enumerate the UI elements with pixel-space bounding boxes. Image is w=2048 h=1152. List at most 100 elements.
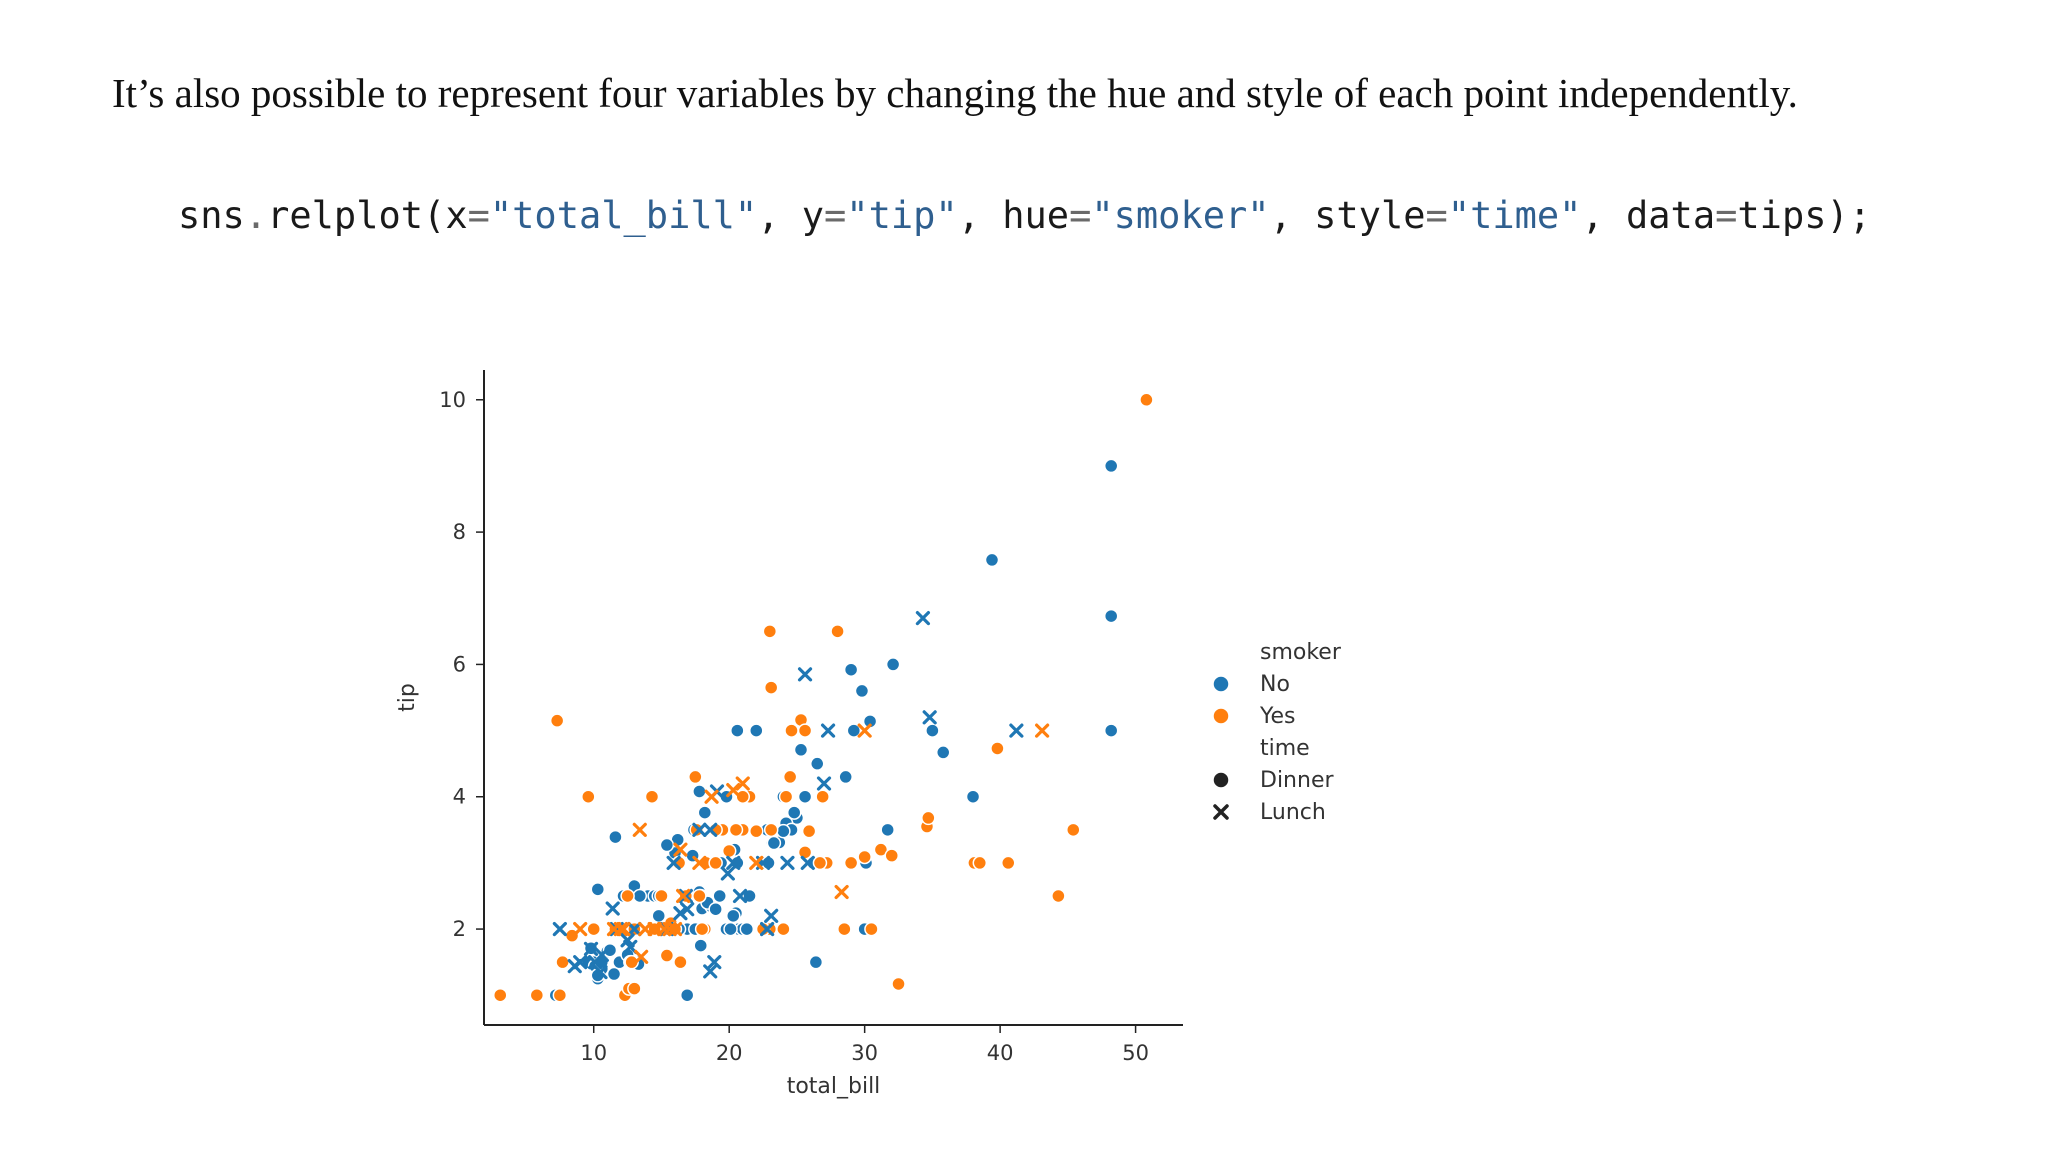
point-yes-dinner: [776, 921, 791, 937]
point-no-dinner: [776, 823, 791, 839]
point-no-dinner: [749, 723, 764, 738]
point-yes-dinner: [797, 845, 813, 860]
point-no-dinner: [935, 745, 951, 760]
code-token: , hue: [957, 194, 1070, 237]
legend-label-no: No: [1260, 672, 1290, 697]
point-no-dinner: [984, 552, 1000, 568]
point-yes-dinner: [654, 888, 669, 904]
legend-marker-no: [1212, 675, 1230, 693]
y-tick-label: 2: [453, 917, 466, 941]
point-yes-dinner: [493, 987, 508, 1003]
point-yes-dinner: [884, 848, 899, 863]
code-token: relplot(x: [267, 194, 468, 237]
legend-marker-yes: [1212, 707, 1230, 725]
point-no-dinner: [651, 908, 666, 924]
point-yes-dinner: [784, 723, 799, 738]
point-yes-dinner: [728, 822, 744, 838]
point-no-lunch: [673, 906, 688, 921]
point-no-dinner: [723, 921, 738, 937]
point-yes-dinner: [627, 981, 642, 996]
point-yes-lunch: [632, 822, 647, 837]
legend-label-yes: Yes: [1259, 704, 1296, 729]
x-tick-label: 20: [716, 1041, 743, 1065]
point-yes-dinner: [549, 713, 565, 728]
point-yes-dinner: [688, 769, 703, 785]
point-no-lunch: [820, 723, 836, 738]
legend-title: time: [1260, 736, 1310, 761]
point-no-dinner: [679, 987, 695, 1003]
legend-marker-dinner: [1212, 771, 1230, 789]
point-yes-lunch: [573, 921, 588, 937]
point-yes-dinner: [755, 921, 771, 937]
point-no-dinner: [766, 835, 782, 851]
point-no-dinner: [797, 789, 813, 804]
legend-marker-lunch: [1213, 804, 1229, 820]
point-yes-dinner: [815, 789, 830, 804]
point-yes-dinner: [763, 822, 779, 838]
chart-legend: smoker No Yes time Dinner Lunch: [1212, 640, 1342, 825]
point-no-dinner: [793, 742, 809, 758]
point-yes-dinner: [673, 954, 688, 970]
code-token: , y: [757, 194, 825, 237]
point-yes-dinner: [749, 823, 764, 839]
code-token: , data: [1581, 194, 1716, 237]
point-no-dinner: [659, 837, 675, 853]
point-yes-lunch: [749, 855, 764, 871]
point-no-lunch: [703, 822, 718, 837]
x-tick-label: 40: [987, 1041, 1014, 1065]
point-yes-dinner: [812, 855, 828, 871]
point-no-lunch: [583, 941, 599, 957]
code-token: =: [1715, 194, 1738, 237]
code-line: sns.relplot(x="total_bill", y="tip", hue…: [178, 190, 1871, 242]
point-yes-dinner: [843, 855, 859, 871]
point-no-dinner: [712, 888, 727, 904]
point-yes-dinner: [659, 948, 675, 963]
point-no-dinner: [602, 942, 618, 958]
point-yes-dinner: [555, 954, 570, 970]
point-no-lunch: [587, 955, 603, 970]
point-yes-dinner: [990, 741, 1005, 756]
point-yes-dinner: [1051, 888, 1066, 904]
point-no-lunch: [703, 964, 718, 979]
point-no-dinner: [606, 966, 622, 982]
point-yes-dinner: [857, 849, 872, 865]
point-no-dinner: [862, 714, 878, 729]
point-no-lunch: [593, 964, 608, 980]
x-tick-label: 10: [580, 1041, 607, 1065]
point-no-lunch: [732, 888, 748, 904]
point-no-lunch: [666, 855, 681, 871]
point-yes-dinner: [620, 888, 635, 904]
point-yes-dinner: [644, 789, 660, 804]
code-string: "smoker": [1091, 194, 1270, 237]
y-tick-label: 8: [453, 520, 466, 544]
point-yes-dinner: [1066, 822, 1081, 838]
point-no-dinner: [1103, 458, 1119, 474]
y-tick-label: 4: [453, 785, 466, 809]
x-axis-label: total_bill: [787, 1074, 881, 1099]
point-no-lunch: [707, 955, 722, 970]
point-no-lunch: [760, 921, 775, 937]
point-no-dinner: [730, 855, 745, 871]
point-yes-lunch: [1035, 723, 1050, 738]
point-yes-dinner: [694, 921, 710, 937]
point-yes-dinner: [763, 680, 779, 695]
point-no-lunch: [816, 776, 832, 791]
point-yes-dinner: [762, 624, 778, 639]
x-tick-label: 30: [851, 1041, 878, 1065]
point-yes-lunch: [692, 855, 707, 871]
point-no-lunch: [726, 855, 741, 871]
point-no-dinner: [809, 756, 825, 771]
point-no-lunch: [552, 921, 567, 937]
point-no-dinner: [693, 938, 708, 953]
point-yes-lunch: [613, 921, 628, 937]
point-no-dinner: [739, 921, 755, 937]
legend-label-dinner: Dinner: [1260, 768, 1334, 793]
point-yes-lunch: [634, 949, 649, 964]
point-yes-dinner: [873, 842, 889, 857]
point-no-lunch: [915, 611, 931, 626]
code-token: =: [1425, 194, 1448, 237]
point-yes-lunch: [667, 921, 683, 937]
point-no-dinner: [880, 822, 895, 838]
point-yes-lunch: [673, 842, 688, 857]
point-yes-dinner: [782, 769, 798, 785]
